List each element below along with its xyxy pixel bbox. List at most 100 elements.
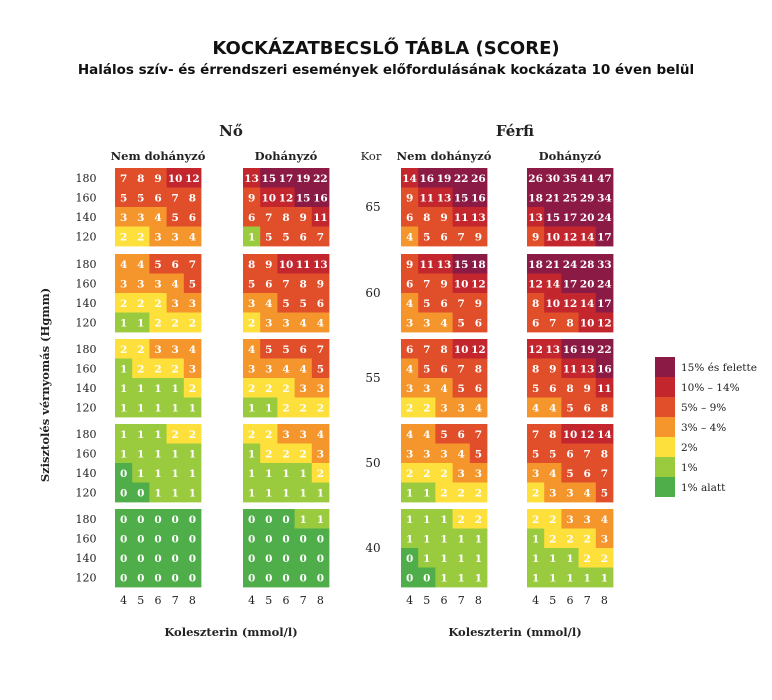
risk-cell: [418, 273, 436, 294]
risk-value: 4: [549, 468, 556, 480]
risk-cell: [561, 424, 579, 444]
risk-cell: [435, 339, 453, 359]
risk-table: 7 8 9 10 125 5 6 7 83 3 4 5 62 2 3 3 44 4 5 6 73 3 3 4 52 2 2 3 31 1 2…: [115, 168, 202, 588]
legend-label: 1% alatt: [681, 482, 726, 494]
risk-cell: [166, 254, 185, 274]
risk-value: 28: [580, 259, 595, 271]
risk-cell: [132, 548, 150, 568]
risk-value: 9: [300, 212, 307, 224]
risk-cell: [418, 509, 436, 529]
risk-cell: [277, 168, 295, 188]
risk-value: 5: [172, 212, 179, 224]
risk-cell: [294, 378, 313, 398]
risk-value: 10: [545, 298, 560, 310]
risk-cell: [595, 293, 614, 313]
risk-cell: [243, 443, 261, 464]
risk-cell: [418, 463, 436, 483]
risk-cell: [452, 528, 471, 549]
risk-cell: [294, 463, 313, 483]
risk-cell: [115, 226, 133, 247]
risk-value: 0: [423, 572, 430, 584]
risk-cell: [311, 358, 330, 379]
risk-cell: [243, 528, 261, 549]
risk-value: 2: [172, 429, 179, 441]
risk-cell: [243, 424, 261, 444]
risk-cell: [527, 424, 545, 444]
risk-cell: [277, 187, 295, 208]
risk-cell: [183, 226, 202, 247]
risk-value: 5: [549, 448, 556, 460]
risk-value: 7: [601, 468, 608, 480]
risk-value: 3: [172, 298, 179, 310]
risk-cell: [595, 463, 614, 483]
risk-value: 5: [282, 344, 289, 356]
risk-cell: [311, 254, 330, 274]
risk-value: 11: [313, 212, 328, 224]
risk-value: 7: [475, 429, 482, 441]
cholesterol-tick-label: 6: [567, 594, 574, 607]
risk-value: 2: [458, 487, 465, 499]
risk-value: 3: [189, 363, 196, 375]
risk-value: 8: [601, 448, 608, 460]
risk-cell: [578, 187, 597, 208]
cholesterol-tick-label: 6: [441, 594, 448, 607]
risk-cell: [260, 358, 278, 379]
risk-table: 14 16 19 22 269 11 13 15 166 8 9 11 134 5 6 7 99 11 13 15 18…: [401, 168, 488, 588]
risk-cell: [183, 207, 202, 227]
risk-cell: [578, 207, 597, 227]
systolic-tick-label: 180: [76, 428, 97, 441]
risk-value: 2: [440, 468, 447, 480]
risk-value: 12: [279, 192, 294, 204]
risk-value: 4: [300, 317, 307, 329]
legend-swatch: [655, 417, 675, 437]
risk-value: 2: [154, 363, 161, 375]
risk-value: 8: [440, 344, 447, 356]
risk-cell: [132, 293, 150, 313]
legend-label: 5% – 9%: [681, 402, 726, 414]
risk-value: 0: [265, 533, 272, 545]
risk-value: 20: [580, 212, 595, 224]
risk-cell: [277, 397, 295, 418]
risk-value: 6: [475, 383, 482, 395]
risk-cell: [527, 482, 545, 503]
risk-value: 0: [189, 514, 196, 526]
risk-value: 6: [475, 317, 482, 329]
risk-cell: [401, 207, 419, 227]
risk-value: 14: [402, 173, 417, 185]
risk-value: 2: [282, 383, 289, 395]
risk-cell: [311, 168, 330, 188]
risk-cell: [277, 567, 295, 588]
systolic-tick-label: 160: [76, 277, 97, 290]
risk-value: 0: [154, 553, 161, 565]
risk-value: 6: [458, 429, 465, 441]
risk-value: 16: [563, 344, 578, 356]
risk-cell: [132, 254, 150, 274]
risk-value: 1: [137, 383, 144, 395]
risk-cell: [260, 226, 278, 247]
x-axis-label-male: Koleszterin (mmol/l): [448, 625, 581, 639]
risk-value: 4: [423, 429, 430, 441]
risk-cell: [469, 463, 488, 483]
risk-cell: [166, 378, 185, 398]
smoking-label: Nem dohányzó: [397, 149, 492, 163]
risk-value: 1: [248, 468, 255, 480]
risk-value: 2: [137, 231, 144, 243]
risk-value: 7: [189, 259, 196, 271]
risk-cell: [401, 312, 419, 333]
risk-value: 3: [406, 317, 413, 329]
risk-cell: [243, 482, 261, 503]
risk-cell: [544, 339, 562, 359]
risk-cell: [311, 273, 330, 294]
risk-value: 9: [317, 278, 324, 290]
risk-cell: [166, 567, 185, 588]
risk-cell: [115, 339, 133, 359]
risk-cell: [452, 509, 471, 529]
risk-value: 19: [580, 344, 595, 356]
risk-value: 18: [528, 259, 543, 271]
risk-value: 1: [300, 487, 307, 499]
risk-cell: [595, 207, 614, 227]
risk-cell: [149, 358, 167, 379]
risk-cell: [527, 187, 545, 208]
risk-value: 0: [282, 514, 289, 526]
risk-value: 3: [475, 468, 482, 480]
